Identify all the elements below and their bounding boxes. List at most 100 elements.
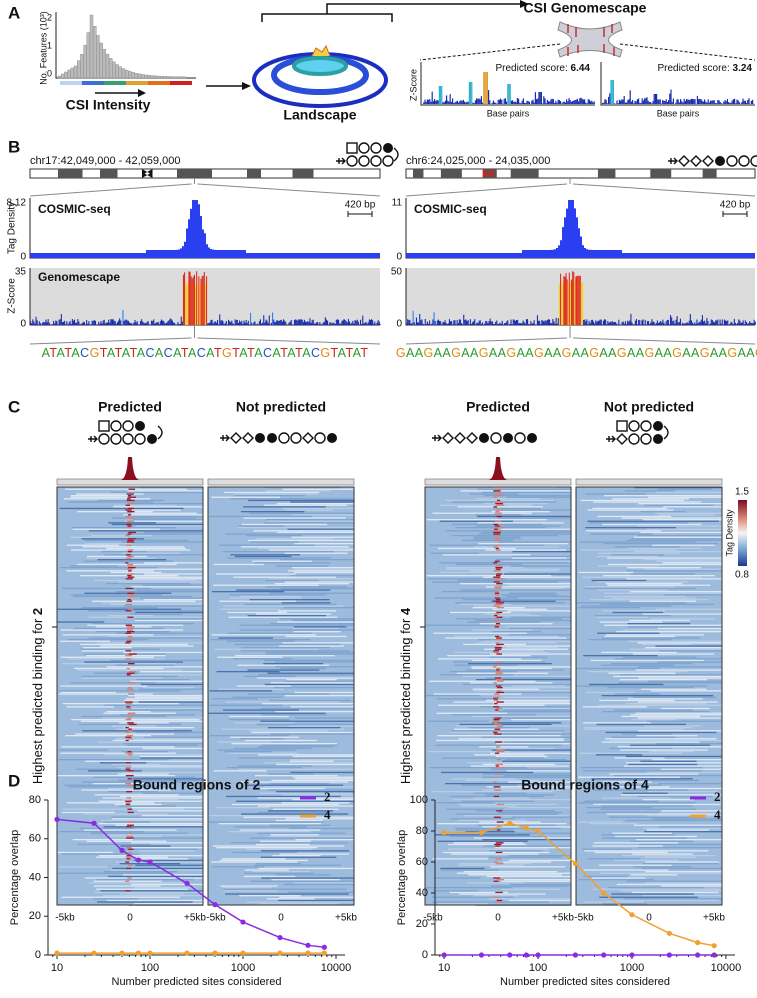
signal (688, 99, 690, 104)
signal (618, 319, 620, 325)
signal (92, 320, 94, 325)
signal (285, 321, 287, 325)
heat-peak (128, 517, 135, 519)
heat-row (601, 805, 693, 807)
heat-row (67, 658, 166, 660)
signal (597, 320, 599, 325)
heat-row (453, 842, 524, 844)
signal (585, 102, 587, 104)
signal (616, 323, 618, 325)
signal (553, 321, 555, 325)
band (100, 169, 118, 178)
heat-peak (493, 562, 498, 564)
signal (485, 72, 487, 104)
heat-row (426, 575, 552, 577)
heat-row (652, 759, 722, 761)
icon (290, 432, 302, 444)
heat-row (243, 816, 354, 818)
heat-row (237, 527, 354, 529)
heat-row (427, 578, 506, 580)
signal (411, 322, 413, 325)
heat-row (134, 887, 196, 889)
signal (751, 322, 753, 325)
signal (107, 322, 109, 325)
signal (413, 322, 415, 325)
heat-row (450, 853, 539, 855)
heat-row (292, 755, 354, 758)
signal (551, 323, 553, 325)
heat-row (474, 754, 545, 756)
heat-peak (495, 851, 503, 854)
signal (623, 96, 625, 104)
heat-row (111, 816, 203, 818)
heat-row (601, 695, 714, 697)
heat-peak (494, 624, 501, 626)
heat-row (82, 781, 190, 783)
heat-row (221, 858, 286, 860)
data-point (441, 829, 447, 836)
signal (228, 319, 230, 325)
score: Predicted score: 3.24 (657, 63, 752, 74)
signal (737, 100, 739, 104)
signal (341, 321, 343, 325)
heat-row (237, 768, 354, 770)
heat-row (223, 491, 320, 494)
heat-row (256, 677, 354, 679)
signal (731, 322, 733, 325)
heat-row (499, 687, 571, 689)
heat-row (633, 824, 722, 826)
signal (233, 324, 235, 325)
signal (484, 72, 486, 104)
heat-row (503, 560, 571, 562)
heat-peak (125, 759, 131, 761)
signal (513, 319, 515, 325)
heat-row (650, 618, 715, 620)
signal (443, 322, 445, 325)
signal (682, 102, 684, 104)
heat-row (506, 496, 571, 498)
signal (626, 324, 628, 325)
data-point (305, 950, 311, 956)
heat-row (473, 792, 527, 794)
signal (662, 100, 664, 104)
signal (236, 319, 238, 325)
signal (729, 323, 731, 325)
signal (732, 324, 734, 325)
signal (550, 99, 552, 104)
signal (594, 323, 596, 325)
heat-peak (493, 528, 498, 530)
heat-row (267, 727, 341, 729)
heat-peak (126, 523, 132, 526)
icon (479, 433, 489, 443)
icon (628, 433, 640, 445)
signal (558, 284, 560, 325)
signal (235, 320, 237, 325)
heat-row (83, 829, 177, 831)
heat-row (584, 850, 709, 852)
signal (474, 319, 476, 325)
label: CSI Intensity (66, 97, 151, 113)
heat-row (107, 791, 159, 793)
heat-row (593, 501, 702, 503)
heat-row (624, 819, 722, 822)
heat-peak (495, 503, 504, 505)
heat-row (614, 757, 665, 759)
heat-row (274, 661, 354, 663)
signal (590, 320, 592, 325)
heat-row (266, 651, 354, 654)
heat-row (116, 728, 175, 730)
data-point (321, 950, 327, 956)
signal (549, 319, 551, 325)
signal (697, 323, 699, 325)
heat-row (491, 722, 562, 724)
heat-row (614, 709, 693, 711)
heat-row (458, 803, 557, 806)
heat-peak (496, 669, 500, 671)
signal (122, 309, 124, 325)
heat-row (70, 495, 128, 497)
heat-row (288, 827, 354, 830)
colorbar-max: 1.5 (735, 487, 749, 498)
icon (653, 421, 663, 431)
heat-row (631, 719, 677, 721)
heat-row (440, 504, 533, 506)
